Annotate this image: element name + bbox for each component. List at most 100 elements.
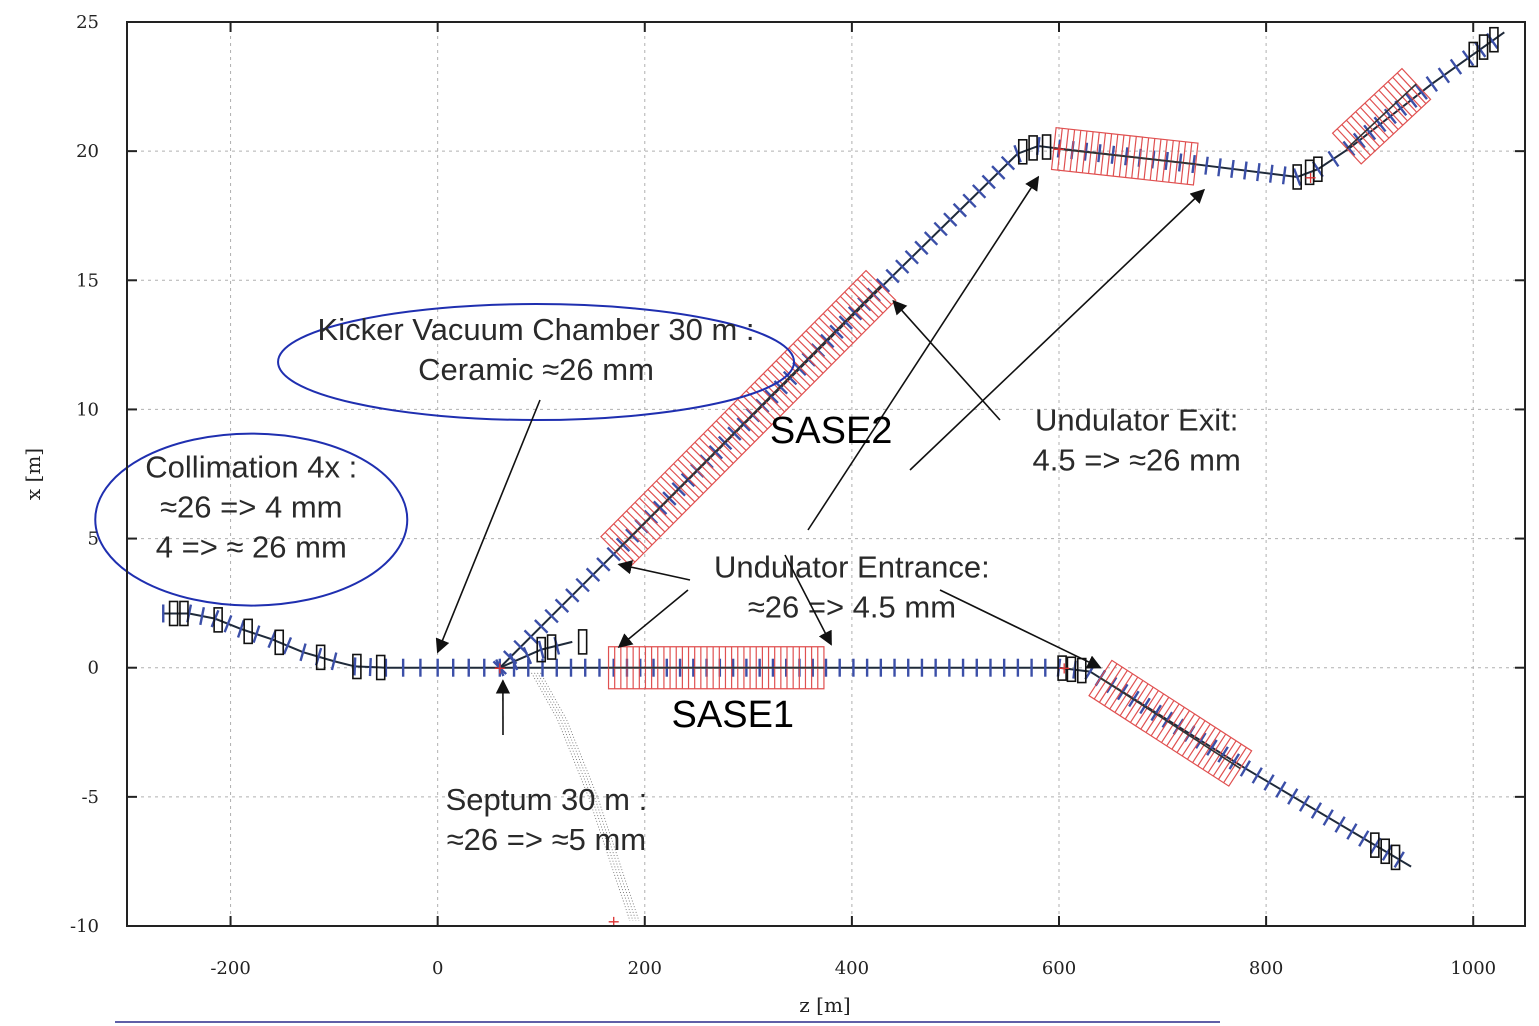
quadrupole [1373,116,1387,133]
quadrupole [1000,155,1016,171]
quadrupole [962,193,977,209]
quadrupole [981,174,996,190]
quadrupole [236,620,245,638]
dipole-magnet [1292,164,1302,190]
annotation-text: Collimation 4x : [145,450,357,485]
quadrupole [1437,67,1451,84]
undulator-axis [1053,147,1196,165]
quadrupole [914,240,929,256]
quadrupole [991,165,1006,180]
x-tick-label: -200 [210,958,250,979]
quadrupole [544,608,559,624]
quadrupole [554,598,570,613]
quadrupole [199,606,206,626]
quadrupole [575,577,590,593]
quadrupole [971,184,987,199]
undulator-outline [1050,127,1199,186]
quadrupole [933,221,948,237]
quadrupole [282,636,293,655]
y-tick-label: 20 [76,141,99,162]
x-axis-title: z [m] [799,993,850,1017]
quadrupole [1161,711,1174,729]
annotation-text: ≈26 => 4 mm [160,490,342,525]
quadrupole [885,268,900,284]
quadrupole [736,417,751,432]
annotations: Kicker Vacuum Chamber 30 m : Ceramic ≈26 … [94,175,1241,857]
quadrupole [1239,760,1252,777]
dipole-magnet [168,600,179,627]
quadrupole [1342,140,1356,157]
quadrupole [1327,150,1340,168]
annotation-ellipse [94,432,409,607]
annotation-arrow [784,554,832,646]
dipole-magnet [536,636,547,663]
dipole-magnet [352,653,362,680]
quadrupole [606,546,621,562]
dipole-magnet [1313,156,1323,183]
annotation-collimation: Collimation 4x : ≈26 => 4 mm 4 => ≈ 26 mm [94,432,409,607]
dipole-magnet [1478,34,1489,60]
markers: + + + + + [493,140,1317,931]
quadrupole [330,652,338,671]
quadrupole [1322,809,1334,826]
quadrupole [1230,159,1235,178]
quadrupole [727,426,742,441]
quadrupole [513,639,528,655]
quadrupole [267,630,277,649]
beamlines [163,31,1505,921]
x-tick-label: 0 [432,958,443,979]
quadrupole [299,643,307,662]
quadrupole [1243,161,1248,180]
quadrupole [1013,144,1022,163]
undulator-4 [1331,67,1432,165]
extraction-trace [534,672,634,921]
quadrupole [1263,774,1275,791]
quadrupole [1150,704,1162,722]
dipole-magnet [375,654,386,681]
y-axis-title: x [m] [21,448,45,500]
undulator-axis [1099,677,1241,770]
quadrupole [585,567,601,582]
quadrupole [1414,84,1428,100]
quadrupole [353,657,357,676]
y-tick-label: -5 [81,787,99,808]
dipole-magnet [1380,838,1390,865]
annotation-text: 4.5 => ≈26 mm [1033,442,1241,477]
annotation-text: ≈26 => ≈5 mm [447,822,646,857]
label-sase2: SASE2 [770,410,893,452]
quadrupole [895,259,910,274]
y-tick-label: 25 [76,12,99,33]
x-tick-label: 600 [1042,958,1076,979]
annotation-text: 4 => ≈ 26 mm [156,530,347,565]
extraction-trace [531,672,631,921]
annotation-arrow [617,589,689,648]
quadrupole [1217,158,1222,177]
annotation-text: Kicker Vacuum Chamber 30 m : [318,312,755,347]
quadrupole [1310,802,1323,819]
quadrupole [875,278,891,293]
quadrupole [904,249,919,265]
y-tick-label: 10 [76,399,99,420]
annotation-text: Ceramic ≈26 mm [418,352,654,387]
annotation-arrow [617,560,691,581]
quadrupole [1139,697,1151,715]
quadrupole [847,306,863,321]
annotation-arrow [909,188,1206,471]
dipole-magnet [1370,832,1380,858]
quadrupole [952,202,968,218]
quadrupole [537,640,545,659]
dipole-magnet [1489,26,1499,53]
quadrupole [1404,92,1418,108]
label-sase1: SASE1 [672,694,795,736]
quadrupole [1292,168,1302,186]
quadrupole [1346,823,1358,840]
quadrupole [368,658,372,677]
quadrupole [210,609,220,628]
annotation-text: Undulator Exit: [1035,402,1238,437]
quadrupole [1449,58,1463,75]
x-tick-label: 1000 [1450,958,1496,979]
quadrupole [1204,156,1209,175]
quadrupole [596,557,611,572]
quadrupole [1206,739,1218,756]
quadrupole [820,333,835,349]
